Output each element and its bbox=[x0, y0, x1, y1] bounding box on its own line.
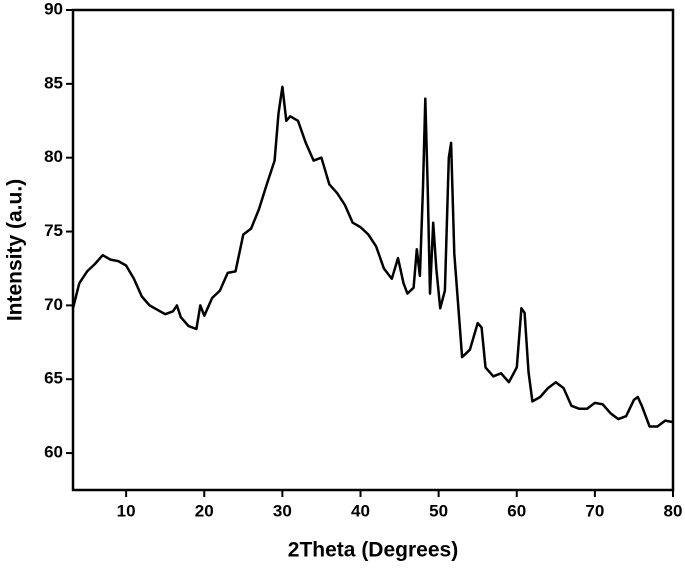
x-tick-label: 30 bbox=[273, 501, 292, 520]
x-tick-label: 40 bbox=[351, 501, 370, 520]
x-tick-label: 60 bbox=[507, 501, 526, 520]
y-tick-label: 65 bbox=[44, 369, 63, 388]
x-tick-label: 70 bbox=[585, 501, 604, 520]
x-tick-label: 20 bbox=[195, 501, 214, 520]
plot-frame bbox=[71, 8, 675, 492]
y-tick-label: 70 bbox=[44, 295, 63, 314]
y-tick-label: 85 bbox=[44, 73, 63, 92]
y-axis-title: Intensity (a.u.) bbox=[4, 179, 27, 321]
y-tick-label: 80 bbox=[44, 147, 63, 166]
x-tick-label: 80 bbox=[664, 501, 683, 520]
data-line bbox=[71, 85, 674, 428]
y-tick-label: 90 bbox=[44, 0, 63, 18]
x-axis-title: 2Theta (Degrees) bbox=[288, 539, 458, 562]
y-tick-label: 60 bbox=[44, 443, 63, 462]
x-tick-label: 50 bbox=[429, 501, 448, 520]
x-tick-label: 10 bbox=[117, 501, 136, 520]
y-tick-label: 75 bbox=[44, 221, 63, 240]
